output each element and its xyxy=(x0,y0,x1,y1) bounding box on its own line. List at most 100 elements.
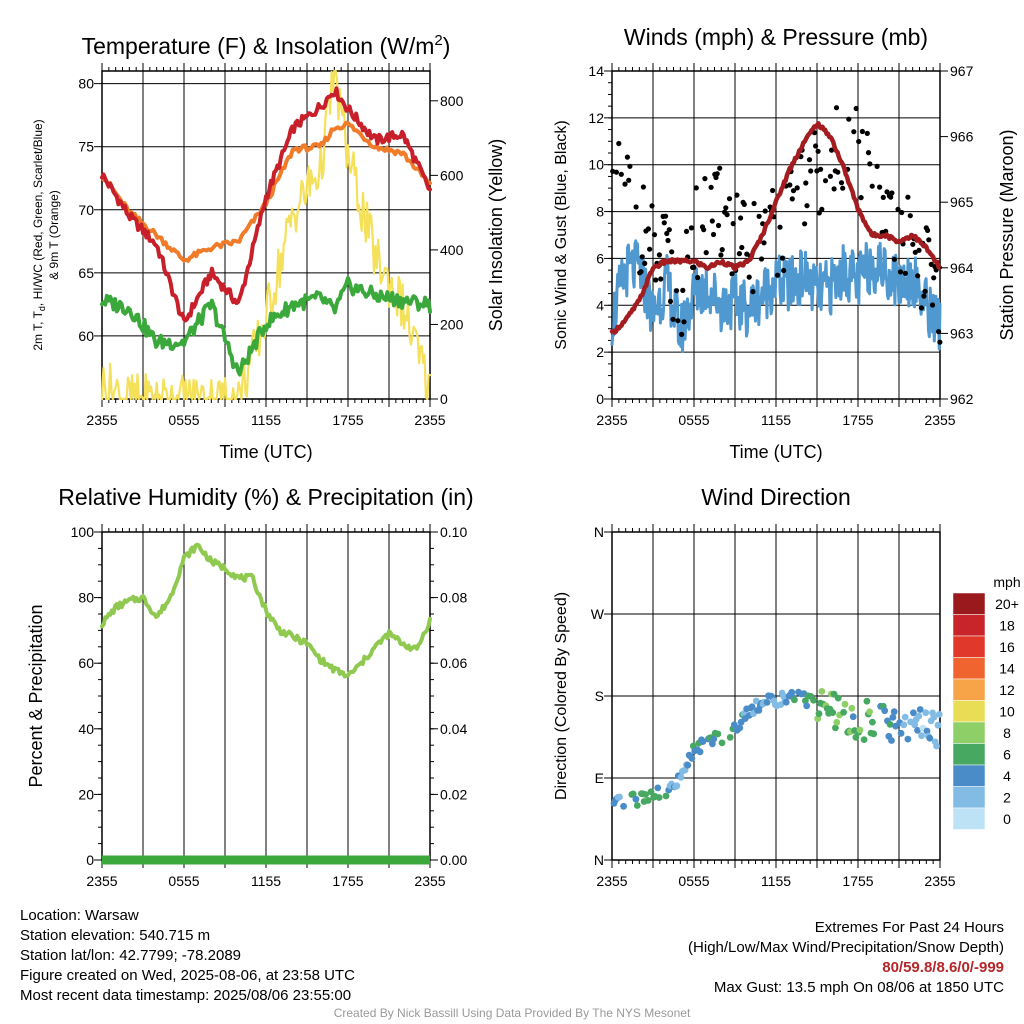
direction-point xyxy=(833,718,841,726)
direction-point xyxy=(881,707,889,715)
direction-point xyxy=(916,706,924,713)
direction-point xyxy=(633,802,641,809)
gust-point xyxy=(701,227,707,233)
humidity-ytick-label-right: 0.10 xyxy=(440,524,467,540)
winds-ytick-label-right: 965 xyxy=(950,194,974,210)
direction-point xyxy=(688,755,696,762)
direction-point xyxy=(696,748,704,756)
gust-point xyxy=(751,200,757,207)
gust-point xyxy=(762,208,768,214)
direction-point xyxy=(897,729,905,737)
temperature-ytick-label: 80 xyxy=(78,76,94,92)
gust-point xyxy=(758,256,765,262)
humidity-ytick-label-right: 0.08 xyxy=(440,590,467,606)
gust-point xyxy=(738,215,744,221)
legend-swatch xyxy=(952,657,986,680)
legend-label: 16 xyxy=(999,639,1015,655)
winds-ytick-label: 0 xyxy=(596,391,604,407)
humidity-ytick-label: 100 xyxy=(71,524,95,540)
winds-ytick-label: 8 xyxy=(596,204,604,220)
temperature-ytick-label-right: 0 xyxy=(440,391,448,407)
temperature-ytick-label: 65 xyxy=(78,265,94,281)
legend-swatch xyxy=(952,700,986,723)
humidity-ylabel-left: Percent & Precipitation xyxy=(26,604,46,787)
winds-ytick-label-right: 964 xyxy=(950,260,974,276)
gust-point xyxy=(675,318,681,324)
direction-point xyxy=(673,782,681,790)
direction-xtick-label: 1155 xyxy=(761,873,791,889)
gust-point xyxy=(838,180,845,186)
gust-point xyxy=(658,276,664,282)
direction-point xyxy=(788,688,796,696)
temperature-ytick-label-right: 600 xyxy=(440,167,464,183)
gust-points xyxy=(610,105,943,345)
direction-point xyxy=(934,721,942,729)
elevation-text: Station elevation: 540.715 m xyxy=(20,927,211,944)
direction-point xyxy=(655,794,663,801)
gust-point xyxy=(874,163,880,169)
gust-point xyxy=(813,143,819,149)
winds-ylabel-left: Sonic Wind & Gust (Blue, Black) xyxy=(553,120,570,349)
direction-point xyxy=(933,742,940,750)
gust-point xyxy=(925,227,931,233)
recent-text: Most recent data timestamp: 2025/08/06 2… xyxy=(20,987,352,1004)
gust-point xyxy=(907,213,913,219)
humidity-xtick-label: 2355 xyxy=(86,873,117,889)
gust-point xyxy=(693,185,699,191)
gust-point xyxy=(833,105,840,111)
direction-points xyxy=(610,688,943,810)
gust-point xyxy=(897,269,904,275)
gust-point xyxy=(719,247,725,253)
gust-point xyxy=(929,302,936,308)
humidity-xtick-label: 0555 xyxy=(168,873,199,889)
winds-xtick-label: 2355 xyxy=(596,412,627,428)
gust-point xyxy=(921,293,927,299)
temperature-ytick-label: 70 xyxy=(78,202,94,218)
humidity-title: Relative Humidity (%) & Precipitation (i… xyxy=(58,484,473,510)
extremes-info: Extremes For Past 24 Hours (High/Low/Max… xyxy=(688,918,1004,998)
gust-point xyxy=(756,213,762,219)
temperature-xtick-label: 0555 xyxy=(168,412,199,428)
direction-point xyxy=(647,788,655,796)
gust-point xyxy=(746,274,752,280)
gust-point xyxy=(859,128,866,135)
winds-ytick-label: 14 xyxy=(588,63,604,79)
gust-point xyxy=(867,161,873,167)
gust-point xyxy=(616,140,622,147)
gust-point xyxy=(710,231,717,238)
direction-point xyxy=(752,697,760,705)
direction-point xyxy=(632,795,640,803)
humidity-xtick-label: 2355 xyxy=(414,873,445,889)
station-pressure-line xyxy=(609,121,943,335)
gust-point xyxy=(899,209,905,216)
gust-point xyxy=(865,150,872,156)
direction-point xyxy=(930,713,938,721)
gust-point xyxy=(858,195,864,201)
temperature-xtick-label: 1155 xyxy=(251,412,281,428)
temperature-ytick-label-right: 200 xyxy=(440,316,464,332)
direction-point xyxy=(662,792,670,800)
max-gust-text: Max Gust: 13.5 mph On 08/06 at 1850 UTC xyxy=(713,979,1004,996)
gust-point xyxy=(653,277,659,283)
legend-label: 6 xyxy=(1003,747,1011,763)
winds-ytick-label: 10 xyxy=(588,157,604,173)
solar-insolation-line xyxy=(100,69,432,401)
gust-point xyxy=(891,256,898,262)
direction-point xyxy=(841,700,849,708)
gust-point xyxy=(846,116,852,122)
direction-point xyxy=(677,773,685,781)
direction-point xyxy=(863,697,871,705)
winds-ytick-label-right: 963 xyxy=(950,325,974,341)
gust-point xyxy=(789,196,795,202)
legend-label: 0 xyxy=(1003,811,1011,827)
direction-xtick-label: 2355 xyxy=(596,873,627,889)
gust-point xyxy=(851,129,857,135)
direction-point xyxy=(736,724,744,732)
direction-point xyxy=(714,730,722,738)
temperature-ytick-label: 75 xyxy=(78,139,94,155)
gust-point xyxy=(669,249,675,255)
legend-title: mph xyxy=(993,574,1020,590)
dewpoint-line xyxy=(100,276,432,377)
direction-point xyxy=(791,696,798,704)
gust-point xyxy=(730,221,736,227)
